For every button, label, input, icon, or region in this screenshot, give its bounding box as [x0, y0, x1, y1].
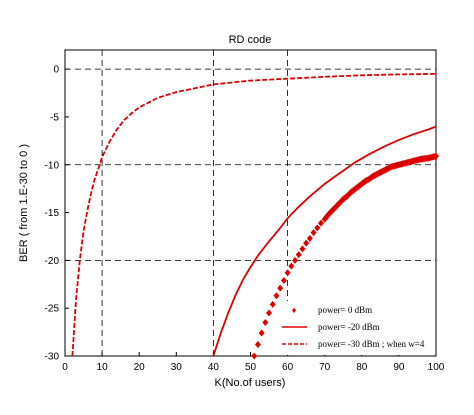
data-point — [310, 229, 317, 237]
data-point — [317, 219, 324, 227]
data-point — [284, 269, 291, 277]
x-tick-label: 70 — [319, 362, 331, 373]
data-point — [269, 300, 276, 308]
data-point — [262, 319, 269, 327]
data-point — [306, 234, 313, 242]
data-point — [266, 309, 273, 317]
x-axis-label: K(No.of users) — [215, 377, 286, 389]
y-tick-label: -10 — [45, 160, 60, 171]
legend-label-0: power= 0 dBm — [318, 305, 372, 315]
legend-box — [278, 301, 435, 355]
x-tick-label: 50 — [245, 362, 257, 373]
data-point — [433, 152, 439, 160]
y-tick-label: -30 — [45, 352, 60, 363]
y-axis-label: BER ( from 1.E-30 to 0 ) — [18, 144, 30, 262]
legend-label-1: power= -20 dBm — [318, 322, 380, 332]
data-point — [295, 251, 302, 259]
data-point — [273, 292, 280, 300]
data-point — [258, 329, 265, 337]
x-tick-label: 100 — [428, 362, 445, 373]
chart-title: RD code — [229, 34, 272, 46]
data-point — [299, 245, 306, 253]
x-tick-label: 90 — [393, 362, 405, 373]
data-point — [254, 341, 261, 349]
legend-marker-0: ♦ — [292, 305, 297, 315]
data-point — [288, 262, 295, 270]
data-point — [292, 256, 299, 264]
legend-label-2: power= -30 dBm ; when w=4 — [318, 339, 425, 349]
x-tick-label: 40 — [208, 362, 220, 373]
axis-ticks: 0 10 20 30 40 50 60 70 80 90 100 0 -5 -10 -15 -20 -25 -30 — [45, 65, 445, 373]
y-tick-label: -25 — [45, 304, 60, 315]
x-tick-label: 30 — [171, 362, 183, 373]
series-group — [71, 73, 439, 360]
x-tick-label: 80 — [356, 362, 368, 373]
series-0-markers — [251, 152, 439, 360]
x-tick-label: 10 — [97, 362, 109, 373]
data-point — [277, 284, 284, 292]
x-tick-label: 0 — [62, 362, 68, 373]
data-point — [251, 352, 258, 360]
y-tick-label: -20 — [45, 256, 60, 267]
x-tick-label: 20 — [134, 362, 146, 373]
y-tick-label: 0 — [53, 65, 59, 76]
data-point — [303, 239, 310, 247]
y-tick-label: -15 — [45, 208, 60, 219]
data-point — [314, 224, 321, 232]
x-tick-label: 60 — [282, 362, 294, 373]
series-line-1 — [212, 125, 437, 357]
legend: ♦ power= 0 dBm power= -20 dBm power= -30… — [278, 301, 435, 355]
grid — [65, 50, 436, 356]
series-line-2 — [71, 73, 437, 357]
y-tick-label: -5 — [50, 112, 59, 123]
data-point — [280, 276, 287, 284]
